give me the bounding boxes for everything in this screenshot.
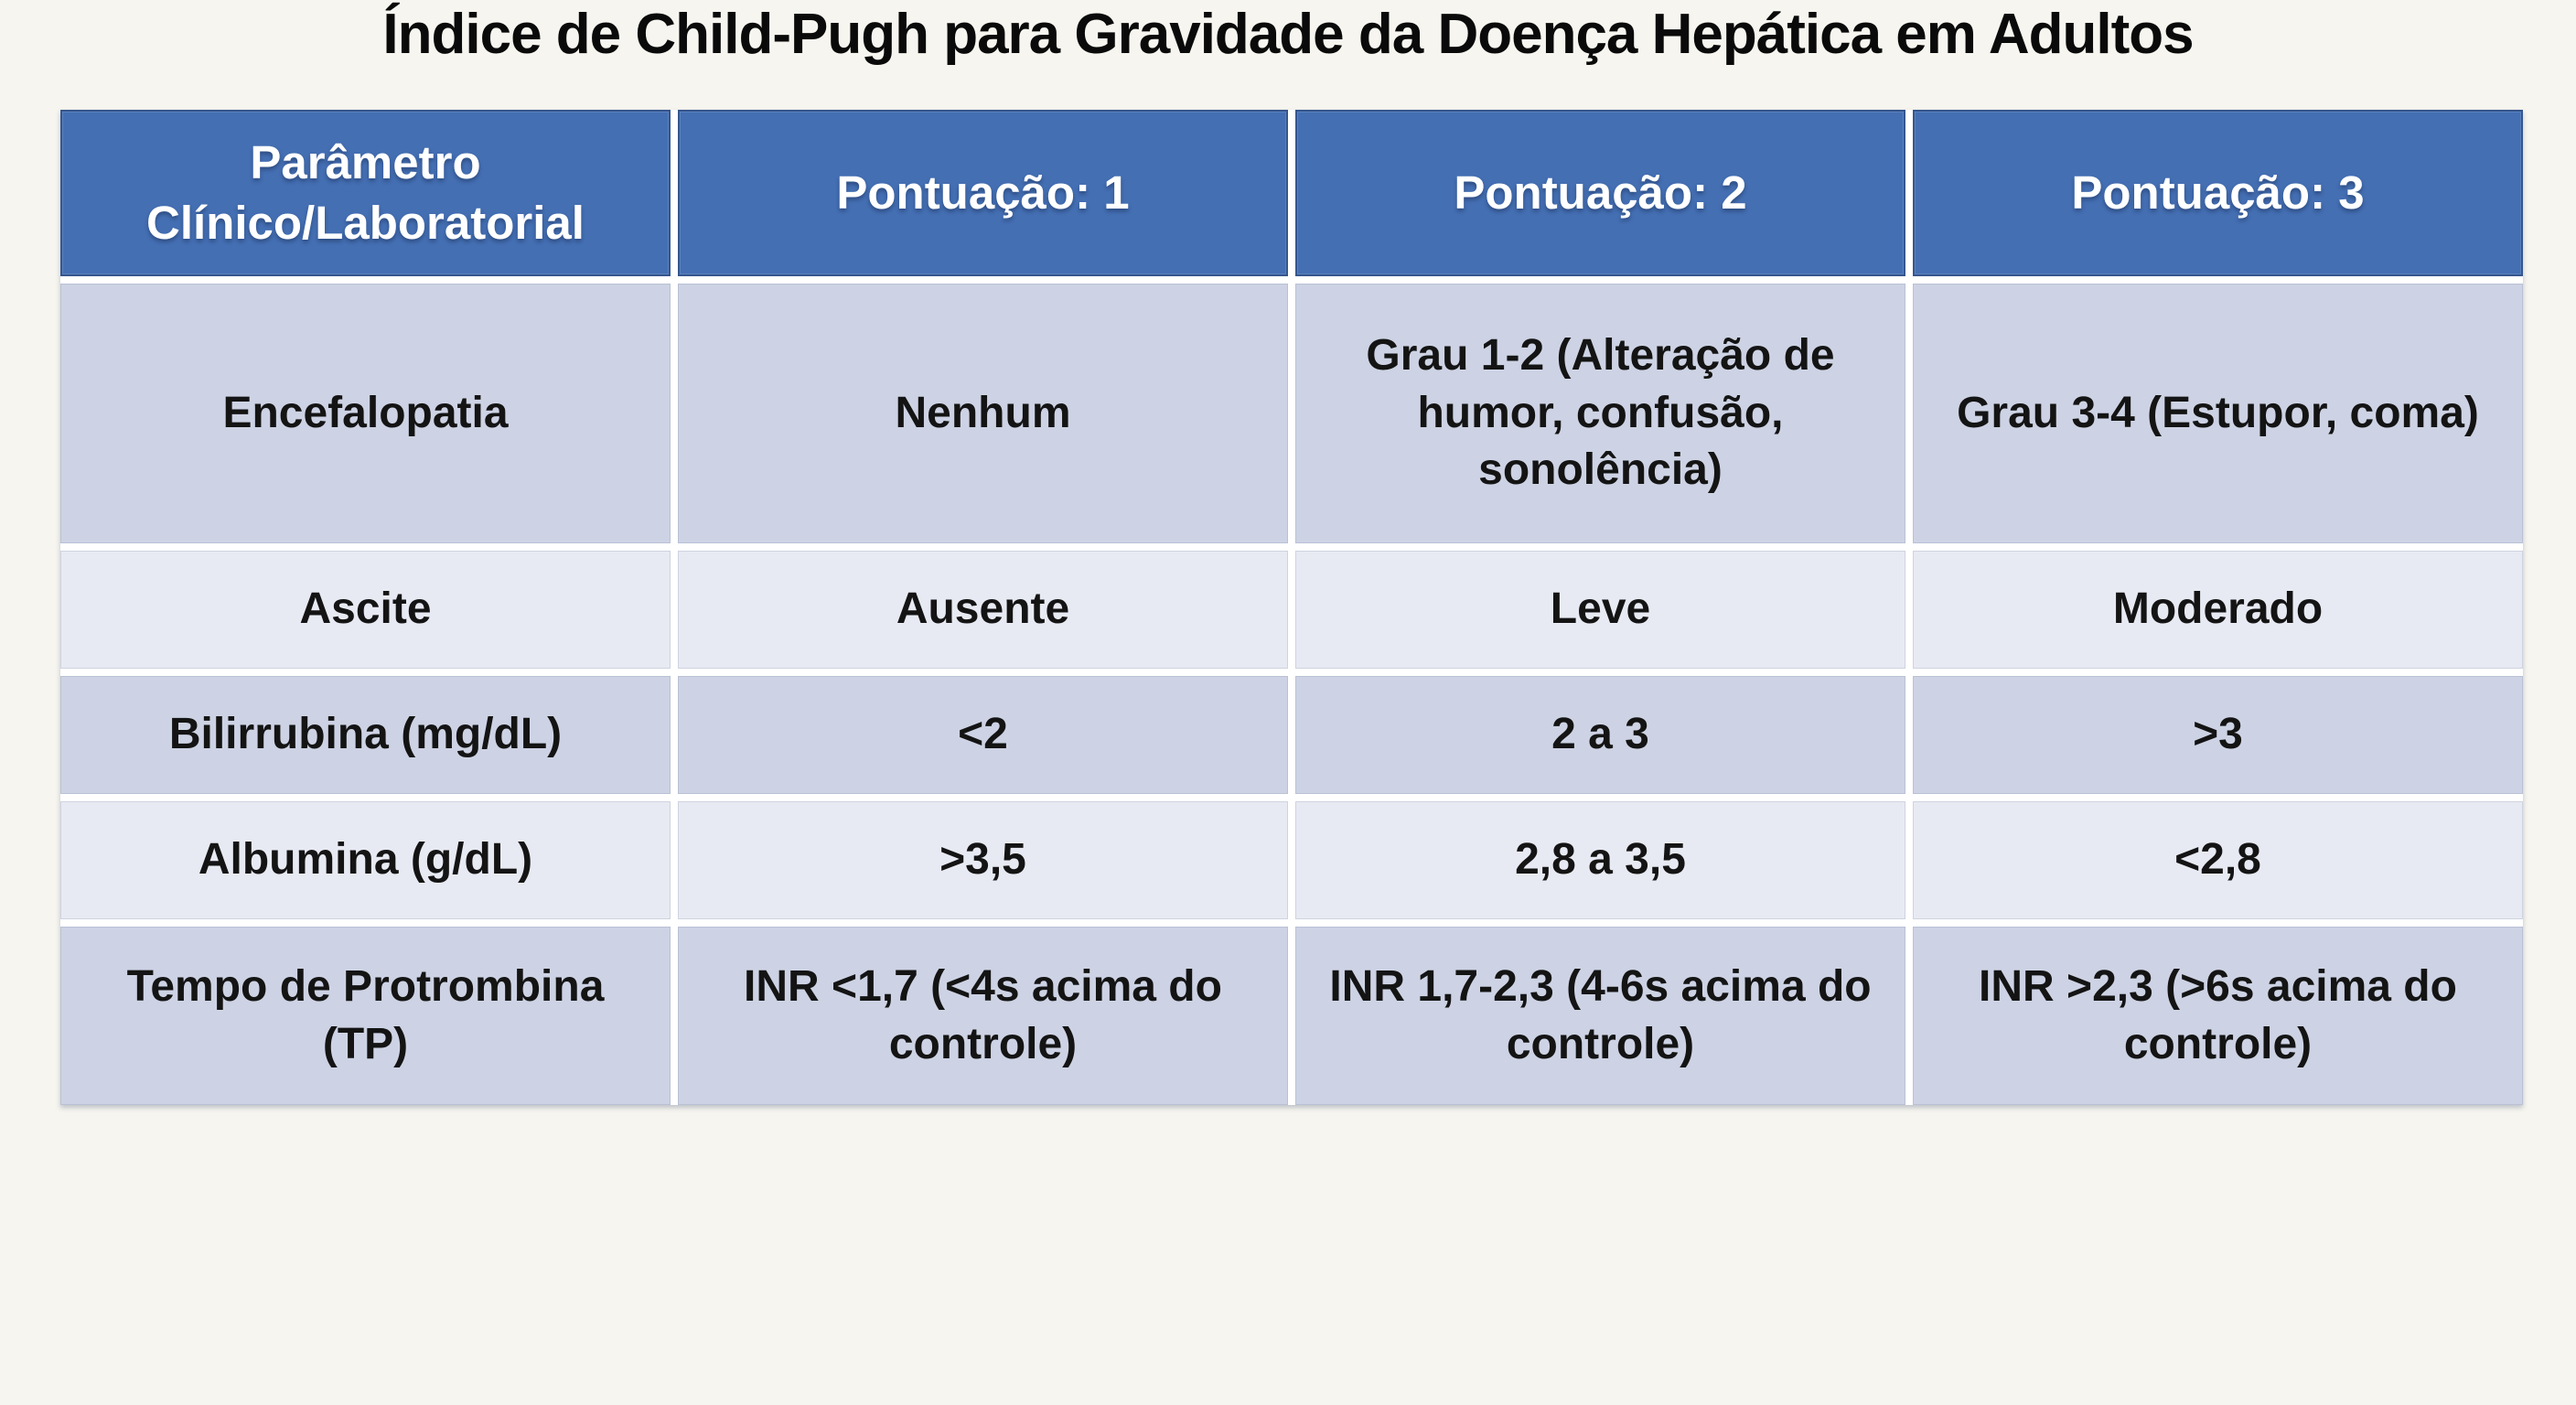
- table-cell-r2c2: Ausente: [678, 551, 1288, 669]
- column-header-3: Pontuação: 2: [1295, 110, 1905, 276]
- table-cell-r1c3: Grau 1-2 (Alteração de humor, confusão, …: [1295, 284, 1905, 543]
- table-cell-r1c2: Nenhum: [678, 284, 1288, 543]
- table-cell-r4c3: 2,8 a 3,5: [1295, 801, 1905, 919]
- column-header-4: Pontuação: 3: [1913, 110, 2523, 276]
- table-cell-r3c2: <2: [678, 676, 1288, 794]
- row-header-5: Tempo de Protrombina (TP): [60, 927, 671, 1105]
- table-cell-r3c4: >3: [1913, 676, 2523, 794]
- row-header-3: Bilirrubina (mg/dL): [60, 676, 671, 794]
- row-header-2: Ascite: [60, 551, 671, 669]
- table-cell-r3c3: 2 a 3: [1295, 676, 1905, 794]
- table-cell-r4c2: >3,5: [678, 801, 1288, 919]
- column-header-1: Parâmetro Clínico/Laboratorial: [60, 110, 671, 276]
- row-header-4: Albumina (g/dL): [60, 801, 671, 919]
- row-header-1: Encefalopatia: [60, 284, 671, 543]
- column-header-2: Pontuação: 1: [678, 110, 1288, 276]
- child-pugh-table: Parâmetro Clínico/Laboratorial Pontuação:…: [60, 110, 2523, 1105]
- table-cell-r5c3: INR 1,7-2,3 (4-6s acima do controle): [1295, 927, 1905, 1105]
- page-title: Índice de Child-Pugh para Gravidade da D…: [382, 3, 2194, 66]
- table-cell-r2c3: Leve: [1295, 551, 1905, 669]
- table-cell-r5c2: INR <1,7 (<4s acima do controle): [678, 927, 1288, 1105]
- table-cell-r5c4: INR >2,3 (>6s acima do controle): [1913, 927, 2523, 1105]
- table-cell-r2c4: Moderado: [1913, 551, 2523, 669]
- table-cell-r1c4: Grau 3-4 (Estupor, coma): [1913, 284, 2523, 543]
- table-cell-r4c4: <2,8: [1913, 801, 2523, 919]
